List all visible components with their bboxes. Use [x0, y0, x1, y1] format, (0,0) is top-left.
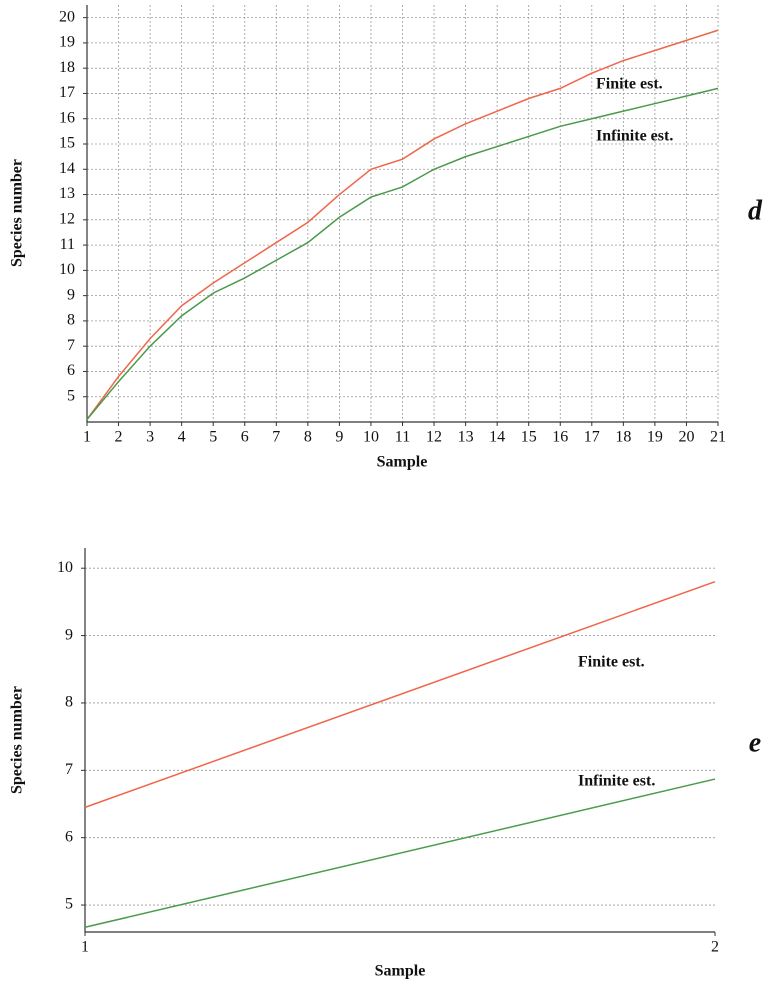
x-tick-label: 3 [146, 429, 154, 446]
y-tick-label: 8 [67, 312, 75, 329]
x-tick-label: 2 [711, 939, 719, 956]
y-tick-label: 9 [65, 626, 73, 643]
x-axis-title: Sample [377, 454, 428, 471]
y-tick-label: 19 [59, 34, 75, 51]
y-axis-title: Species number [9, 686, 26, 794]
y-tick-label: 13 [59, 185, 75, 202]
series-label: Finite est. [578, 654, 645, 671]
y-axis-title: Species number [9, 159, 26, 267]
axis-frame [84, 548, 715, 933]
series-label: Infinite est. [596, 128, 673, 145]
x-tick-label: 8 [304, 429, 312, 446]
axis-frame [86, 5, 718, 423]
x-tick-label: 1 [81, 939, 89, 956]
panel-label: e [749, 727, 761, 758]
x-tick-label: 15 [521, 429, 537, 446]
x-tick-label: 13 [458, 429, 474, 446]
x-tick-label: 20 [678, 429, 694, 446]
y-tick-label: 6 [65, 828, 73, 845]
x-tick-label: 7 [272, 429, 280, 446]
y-tick-label: 5 [65, 896, 73, 913]
x-tick-label: 1 [83, 429, 91, 446]
x-tick-label: 5 [209, 429, 217, 446]
x-tick-label: 18 [615, 429, 631, 446]
y-tick-label: 10 [57, 559, 73, 576]
x-axis-title: Sample [375, 963, 426, 980]
series-label: Infinite est. [578, 773, 655, 790]
y-tick-label: 8 [65, 694, 73, 711]
series-line [84, 580, 716, 809]
series-line [86, 87, 719, 420]
y-tick-label: 5 [67, 387, 75, 404]
y-tick-label: 15 [59, 135, 75, 152]
y-tick-label: 6 [67, 362, 75, 379]
x-tick-label: 17 [584, 429, 600, 446]
series-line [84, 778, 716, 929]
x-tick-label: 12 [426, 429, 442, 446]
series-label: Finite est. [596, 76, 663, 93]
y-tick-label: 7 [65, 761, 73, 778]
y-tick-label: 12 [59, 210, 75, 227]
y-tick-label: 7 [67, 337, 75, 354]
x-tick-label: 21 [710, 429, 726, 446]
y-tick-label: 14 [59, 160, 75, 177]
panel-label: d [748, 195, 763, 226]
y-tick-label: 9 [67, 286, 75, 303]
x-tick-label: 19 [647, 429, 663, 446]
x-tick-label: 6 [241, 429, 249, 446]
y-tick-label: 20 [59, 8, 75, 25]
x-tick-label: 4 [178, 429, 186, 446]
x-tick-label: 14 [489, 429, 505, 446]
x-tick-label: 16 [552, 429, 568, 446]
y-tick-label: 18 [59, 59, 75, 76]
series-line [86, 29, 719, 420]
x-tick-label: 9 [335, 429, 343, 446]
x-tick-label: 10 [363, 429, 379, 446]
y-tick-label: 11 [60, 236, 75, 253]
x-tick-label: 11 [395, 429, 410, 446]
x-tick-label: 2 [115, 429, 123, 446]
y-tick-label: 10 [59, 261, 75, 278]
y-tick-label: 17 [59, 84, 75, 101]
y-tick-label: 16 [59, 109, 75, 126]
